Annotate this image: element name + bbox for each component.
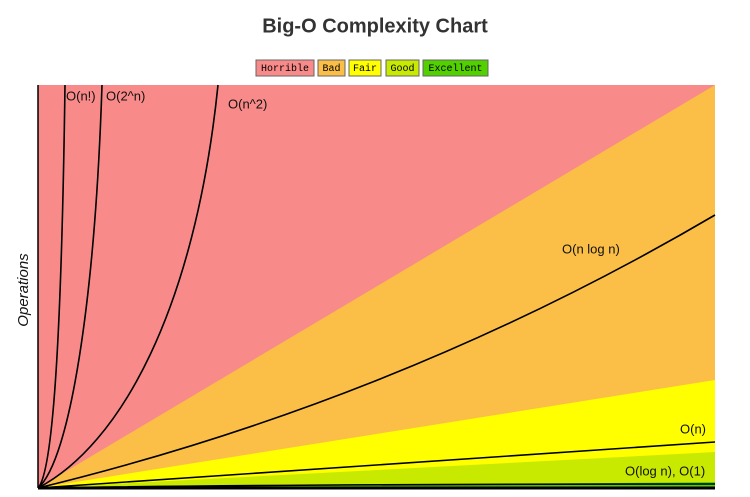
legend-label: Horrible bbox=[261, 63, 309, 75]
curve bbox=[37, 84, 103, 489]
curve-label: O(2^n) bbox=[106, 88, 145, 103]
legend-label: Excellent bbox=[428, 63, 482, 75]
curve-label: O(log n), O(1) bbox=[625, 463, 705, 478]
region-bad bbox=[38, 85, 715, 488]
legend-swatch bbox=[422, 59, 489, 77]
curve bbox=[37, 441, 716, 489]
curve-label: O(n!) bbox=[66, 88, 96, 103]
curve-label: O(n^2) bbox=[228, 96, 267, 111]
regions bbox=[38, 85, 715, 488]
y-axis-label: Operations bbox=[15, 253, 32, 327]
legend-swatch bbox=[385, 59, 420, 77]
legend-swatch bbox=[317, 59, 346, 77]
legend: Horrible Bad Fair Good Excellent bbox=[255, 59, 489, 77]
chart-title: Big-O Complexity Chart bbox=[262, 15, 488, 37]
region-good bbox=[38, 452, 715, 488]
legend-label: Fair bbox=[353, 63, 377, 75]
legend-label: Bad bbox=[322, 63, 340, 75]
legend-swatch bbox=[348, 59, 382, 77]
legend-label: Good bbox=[390, 63, 414, 75]
legend-swatch bbox=[255, 59, 315, 77]
curve bbox=[37, 84, 219, 489]
curve-label: O(n) bbox=[680, 421, 706, 436]
curve bbox=[37, 214, 716, 489]
curve-label: O(n log n) bbox=[562, 241, 620, 256]
curve bbox=[37, 84, 66, 489]
